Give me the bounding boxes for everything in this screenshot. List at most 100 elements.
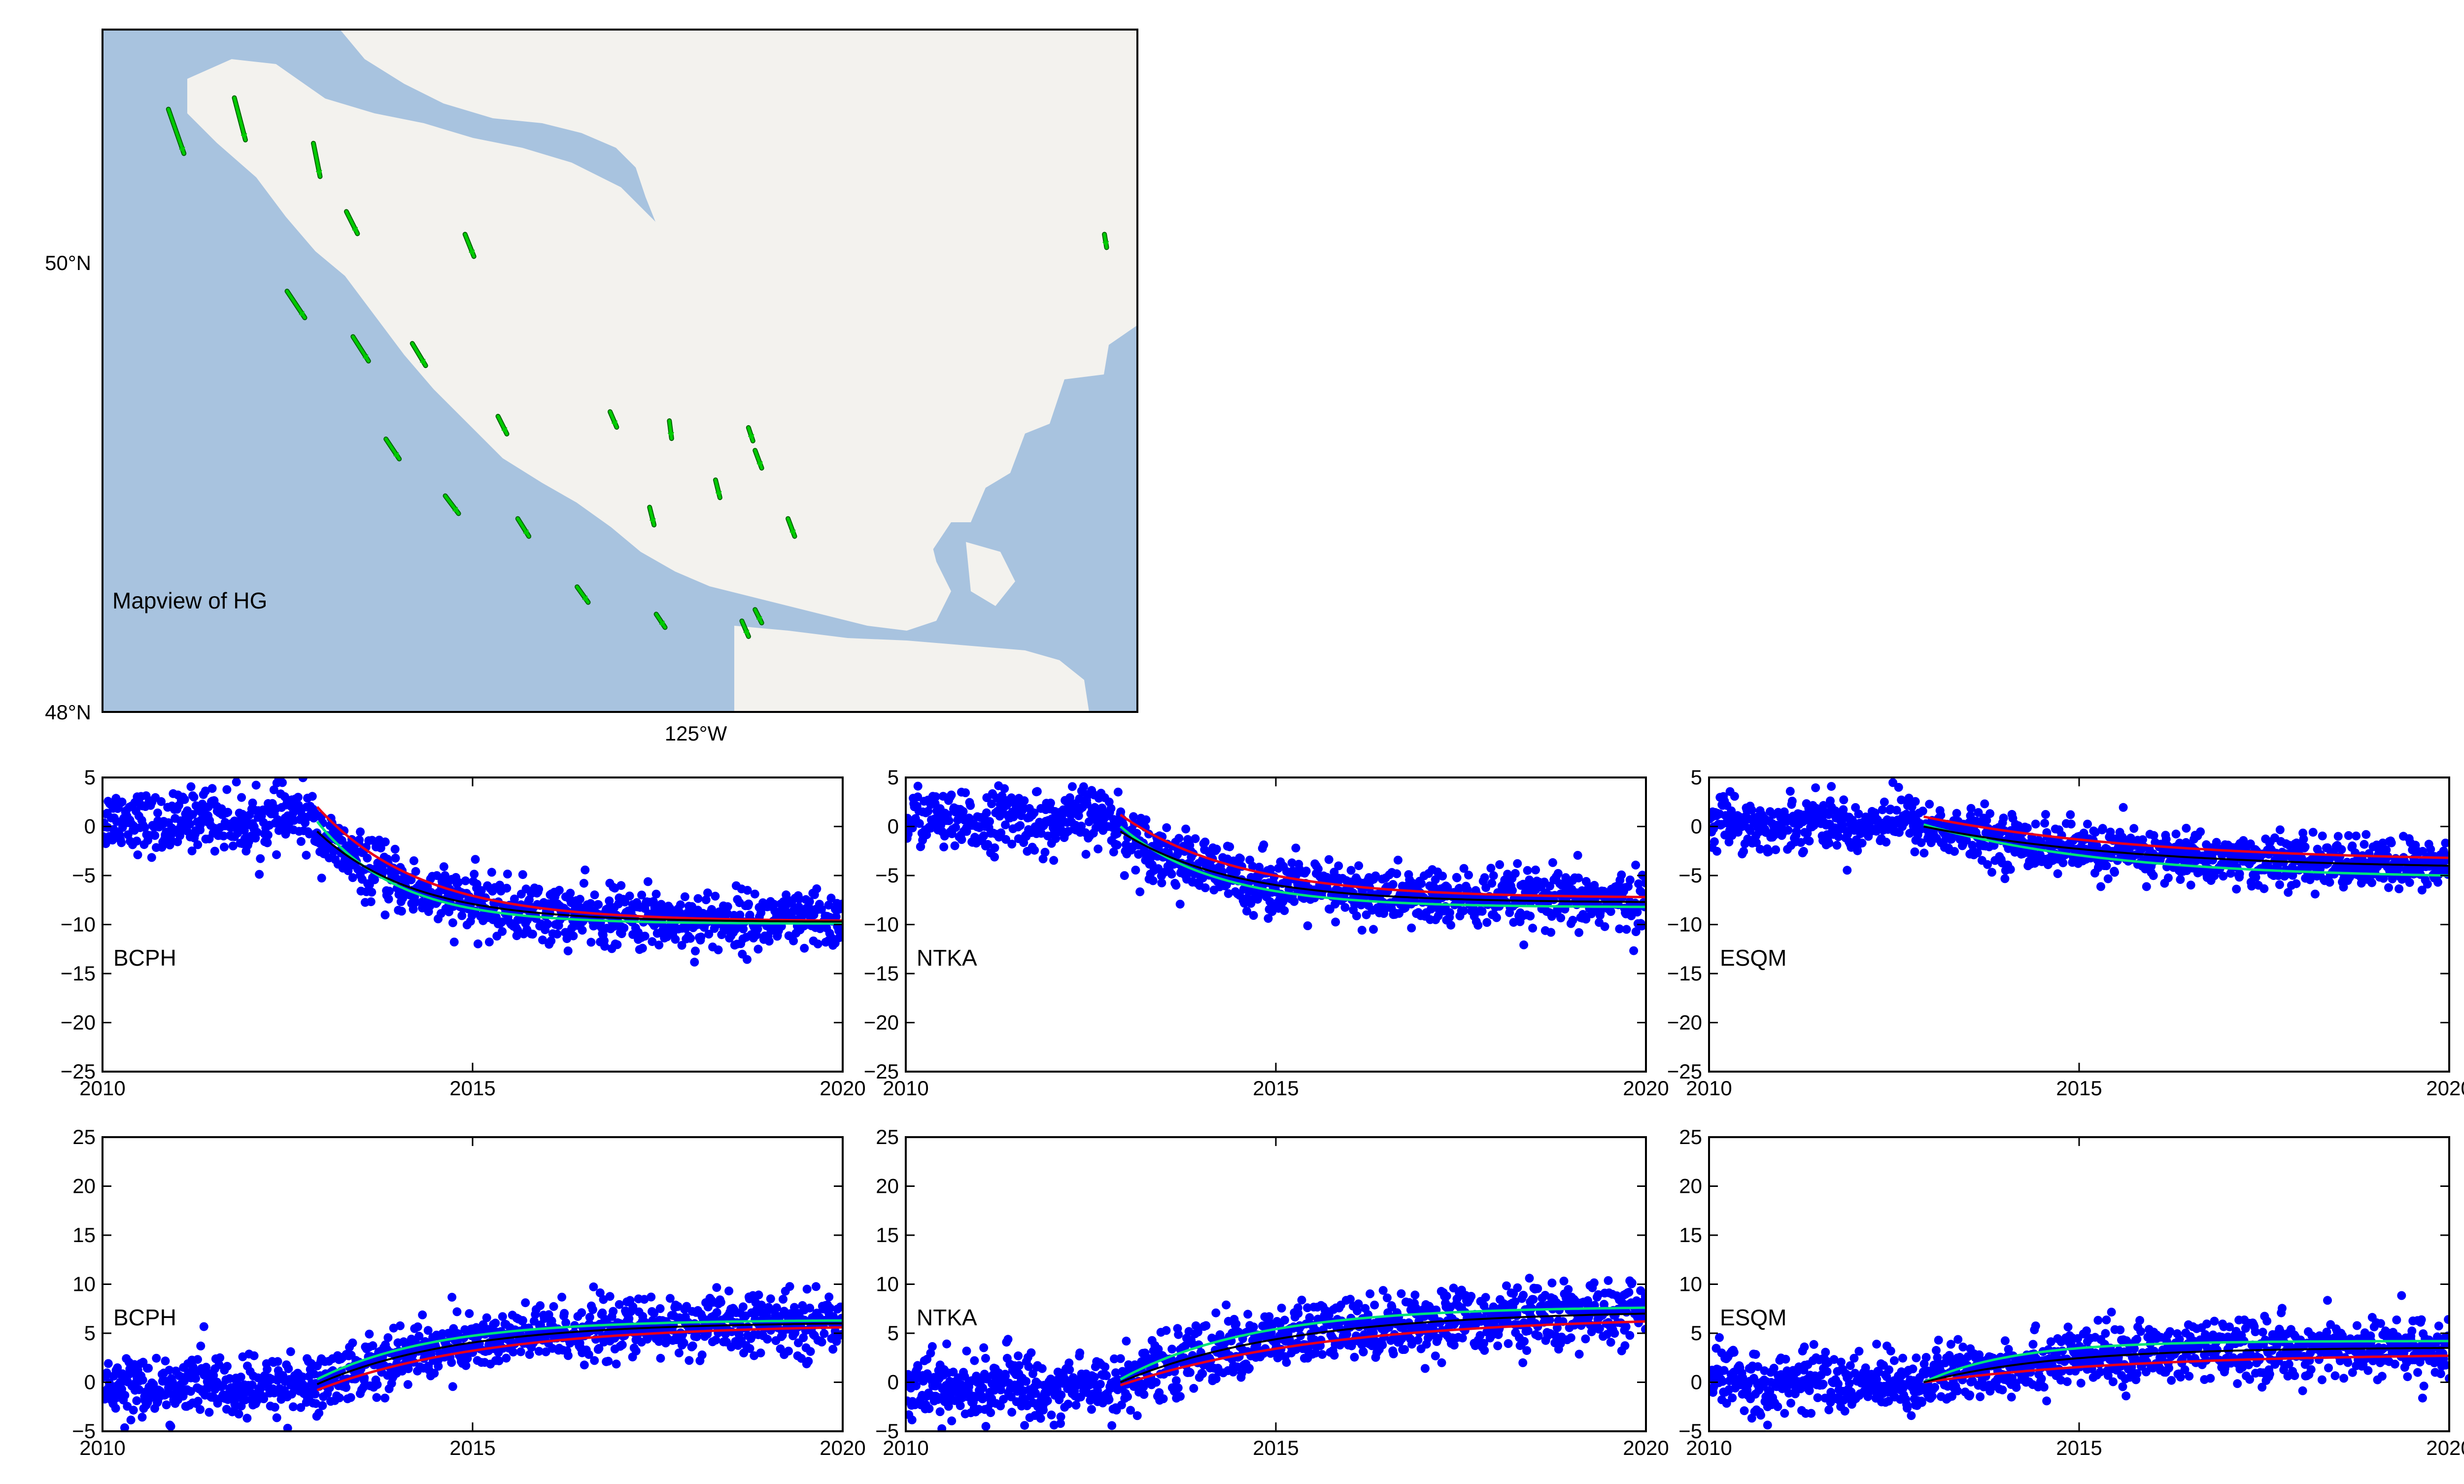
data-point xyxy=(193,840,203,849)
data-point xyxy=(1104,1395,1114,1404)
data-point xyxy=(766,1294,775,1304)
data-point xyxy=(1141,815,1151,824)
data-point xyxy=(1459,864,1469,873)
data-point xyxy=(2299,835,2308,844)
data-point xyxy=(1116,807,1126,816)
data-point xyxy=(461,876,470,885)
data-point xyxy=(363,853,372,863)
data-point xyxy=(225,1374,234,1383)
data-point xyxy=(448,918,457,927)
data-point xyxy=(430,1369,439,1378)
data-point xyxy=(1513,859,1522,868)
data-point xyxy=(1710,837,1719,846)
data-point xyxy=(298,1372,307,1382)
data-point xyxy=(1792,827,1801,836)
data-point xyxy=(615,1300,624,1309)
data-point xyxy=(957,835,966,844)
data-point xyxy=(961,788,970,797)
data-point xyxy=(1974,808,1983,817)
data-point xyxy=(1764,847,1773,856)
displacement-vector xyxy=(383,437,402,462)
x-tick-label: 2020 xyxy=(1623,1077,1669,1100)
data-point xyxy=(753,944,763,954)
data-point xyxy=(133,850,142,859)
data-point xyxy=(223,808,233,817)
displacement-vector xyxy=(410,341,428,369)
data-point xyxy=(286,1347,295,1356)
data-point xyxy=(1834,832,1843,842)
map-label: Mapview of HG xyxy=(112,588,267,613)
data-point xyxy=(939,843,949,851)
data-point xyxy=(1037,1364,1047,1373)
data-point xyxy=(806,1347,815,1356)
data-point xyxy=(1487,878,1497,888)
data-point xyxy=(2182,824,2191,833)
map-frame xyxy=(102,29,1138,713)
station-label: BCPH xyxy=(113,945,176,971)
data-point xyxy=(2387,838,2396,847)
data-point xyxy=(620,897,630,907)
data-point xyxy=(2103,874,2113,883)
data-point xyxy=(817,905,826,914)
data-point xyxy=(252,828,262,837)
data-point xyxy=(586,899,595,908)
data-point xyxy=(711,891,720,901)
data-point xyxy=(273,1357,282,1366)
data-point xyxy=(1007,793,1016,803)
data-point xyxy=(1556,913,1566,923)
displacement-vector xyxy=(575,584,591,605)
vector-arrowhead xyxy=(743,629,750,637)
data-point xyxy=(509,1348,518,1357)
data-point xyxy=(2325,877,2334,887)
data-point xyxy=(1523,866,1532,875)
data-point xyxy=(962,1347,971,1356)
data-point xyxy=(2275,880,2284,889)
data-point xyxy=(434,1362,443,1371)
data-point xyxy=(112,817,121,826)
data-point xyxy=(983,840,992,849)
data-point xyxy=(1839,795,1848,805)
data-point xyxy=(2119,803,2128,812)
data-point xyxy=(240,826,249,835)
vector-shaft xyxy=(167,107,186,155)
data-point xyxy=(536,1301,545,1310)
data-point xyxy=(812,884,821,893)
data-point xyxy=(2292,879,2301,888)
y-tick-label: −25 xyxy=(1667,1060,1702,1083)
vector-arrowhead xyxy=(756,616,762,623)
data-point xyxy=(581,865,590,875)
data-point xyxy=(407,875,416,884)
data-point xyxy=(956,1401,965,1411)
data-point xyxy=(1622,925,1631,934)
data-point xyxy=(996,1401,1005,1411)
displacement-vector xyxy=(462,232,477,259)
data-point xyxy=(647,1292,656,1302)
data-point xyxy=(1090,1373,1099,1382)
data-point xyxy=(310,1389,320,1399)
model-curve-green xyxy=(1120,825,1646,909)
data-point xyxy=(924,1404,934,1413)
data-point xyxy=(804,1356,813,1366)
data-point xyxy=(228,842,238,850)
data-point xyxy=(138,1376,147,1384)
vector-arrowhead xyxy=(789,529,796,537)
model-curve-green xyxy=(1923,823,2449,877)
data-point xyxy=(1573,851,1582,860)
data-point xyxy=(403,1380,412,1389)
data-point xyxy=(2284,888,2293,897)
data-point xyxy=(317,874,326,883)
displacement-vector xyxy=(653,611,668,630)
data-point xyxy=(1730,792,1739,801)
data-point xyxy=(2384,883,2393,892)
data-point xyxy=(1357,926,1367,935)
data-point xyxy=(990,843,999,852)
data-point xyxy=(811,1282,821,1291)
data-point xyxy=(1116,1354,1125,1363)
data-point xyxy=(1371,871,1380,880)
data-point xyxy=(214,1360,224,1369)
data-point xyxy=(201,786,210,796)
data-point xyxy=(348,1338,357,1348)
data-point xyxy=(625,891,634,901)
x-tick-label: 2010 xyxy=(79,1077,125,1100)
